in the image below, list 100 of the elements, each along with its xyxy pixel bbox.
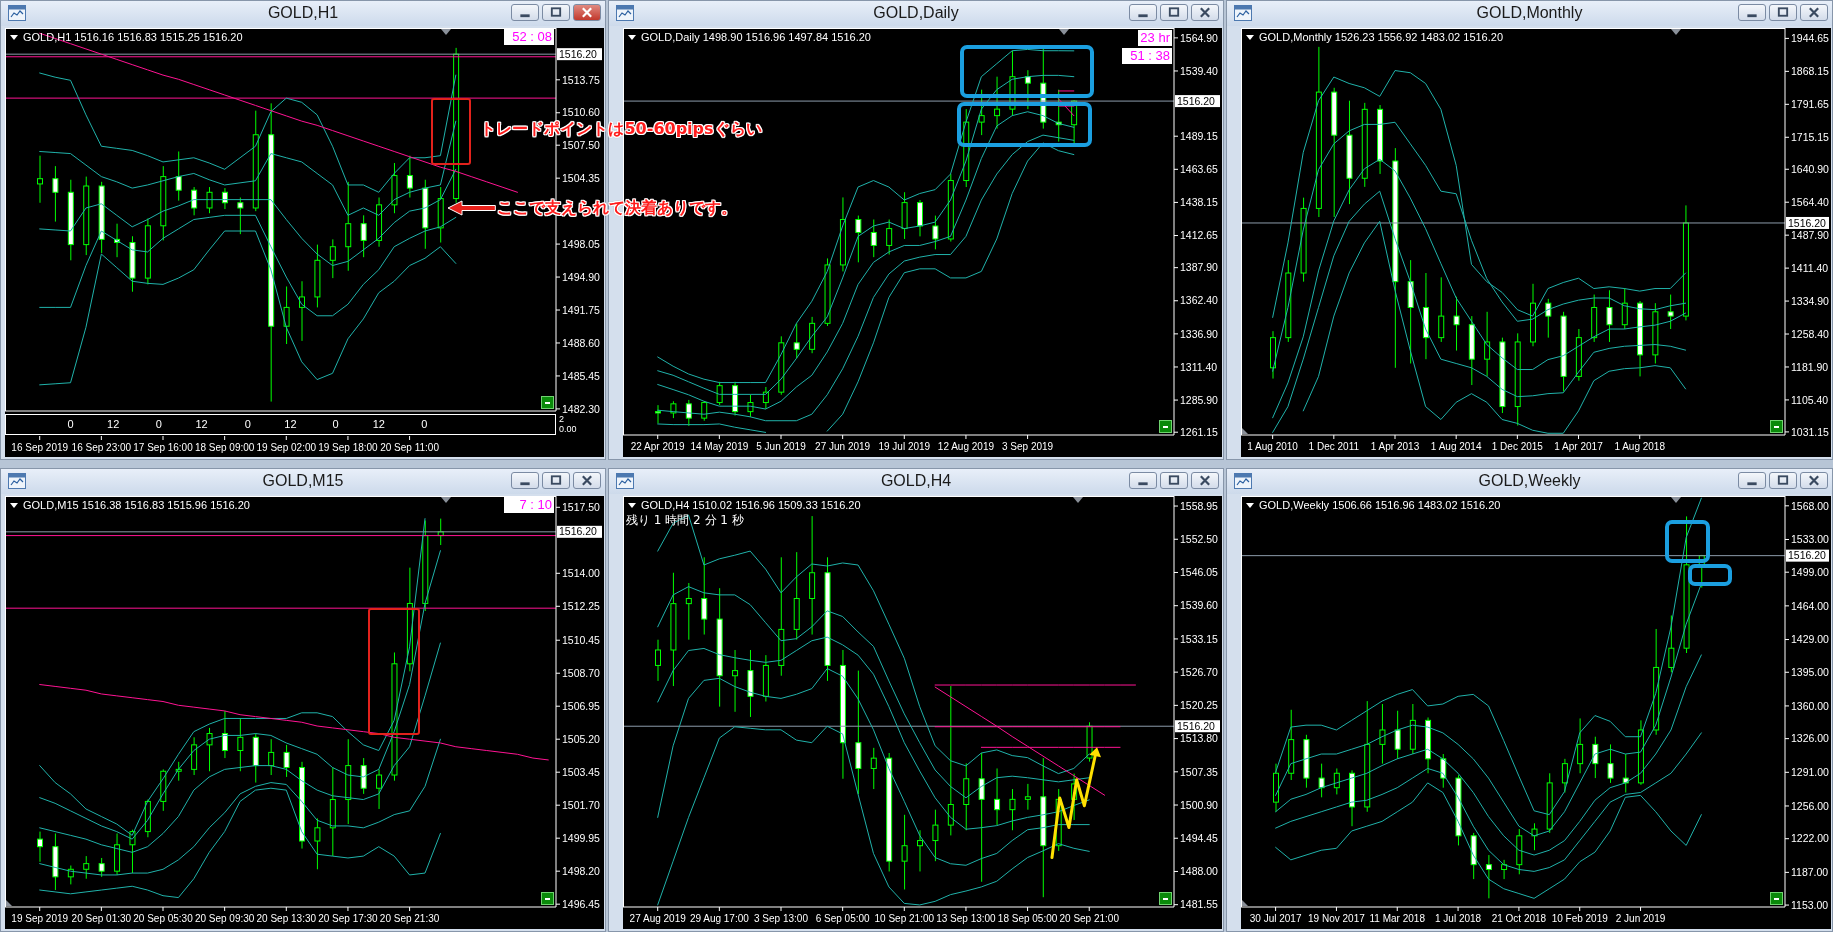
line-series: [657, 586, 1090, 799]
ref-line-label: 1516.20: [1788, 216, 1827, 229]
y-tick-label: 1539.40: [1180, 64, 1219, 77]
candlestick: [870, 747, 877, 790]
x-tick-label: 13 Sep 13:00: [936, 913, 997, 924]
x-tick-label: 30 Jul 2017: [1249, 913, 1302, 924]
y-tick-label: 1481.55: [1180, 898, 1219, 911]
candlestick: [406, 155, 413, 199]
x-tick-label: 19 Jul 2019: [878, 441, 931, 452]
candlestick: [1592, 736, 1599, 779]
text: 0: [332, 418, 339, 430]
y-tick-label: 1568.00: [1791, 499, 1830, 512]
x-tick-label: 20 Sep 17:30: [318, 913, 379, 924]
y-tick-label: 1031.15: [1791, 425, 1830, 438]
y-tick-label: 1222.00: [1791, 832, 1830, 845]
y-tick-label: 1868.15: [1791, 65, 1830, 78]
candlestick: [932, 809, 939, 862]
x-tick-label: 2 Jun 2019: [1615, 913, 1666, 924]
annotation: 51 : 38: [1122, 48, 1172, 64]
annotation: 残り 1 時間 2 分 1 秒: [626, 513, 744, 527]
candlestick: [793, 322, 800, 359]
candlestick: [886, 218, 893, 256]
x-tick-label: 20 Sep 13:30: [256, 913, 317, 924]
x-tick-label: 11 Mar 2018: [1369, 913, 1426, 924]
candlestick: [901, 814, 908, 890]
line-series: [1302, 220, 1687, 434]
x-tick-label: 1 Aug 2018: [1614, 441, 1666, 452]
y-tick-label: 1533.00: [1791, 533, 1830, 546]
y-tick-label: 1504.35: [562, 171, 601, 184]
y-tick-label: 1285.90: [1180, 393, 1219, 406]
candlestick: [1667, 294, 1674, 330]
candlestick: [685, 582, 692, 641]
candlestick: [52, 165, 59, 223]
y-tick-label: 1507.35: [1180, 765, 1219, 778]
line-series: [657, 668, 1090, 866]
candlestick: [175, 150, 182, 202]
x-tick-label: 18 Sep 05:00: [997, 913, 1058, 924]
candlestick: [932, 215, 939, 250]
candlestick: [376, 768, 383, 810]
text: 12: [284, 418, 297, 430]
y-tick-label: 1564.40: [1791, 195, 1830, 208]
candlestick: [1622, 753, 1629, 794]
candlestick: [1577, 717, 1584, 774]
line-series: [39, 684, 549, 761]
y-tick-label: 1153.00: [1791, 898, 1829, 911]
candlestick: [655, 639, 661, 682]
y-tick-label: 1546.05: [1180, 566, 1219, 579]
candlestick: [1379, 703, 1386, 765]
x-tick-label: 3 Sep 13:00: [754, 913, 809, 924]
candlestick: [360, 214, 367, 258]
candlestick: [1438, 276, 1445, 343]
candlestick: [237, 197, 244, 235]
y-tick-label: 1482.30: [562, 402, 601, 415]
y-tick-label: 1429.00: [1791, 633, 1830, 646]
ref-line-label: 1516.20: [1788, 549, 1827, 562]
y-tick-label: 1494.45: [1180, 831, 1219, 844]
y-tick-label: 1411.40: [1791, 261, 1829, 274]
y-tick-label: 1499.95: [562, 831, 601, 844]
candlestick: [978, 752, 985, 883]
y-tick-label: 1640.90: [1791, 162, 1830, 175]
chart-title: GOLD,M15: [262, 472, 344, 490]
x-tick-label: 16 Sep 2019: [11, 442, 69, 453]
candlestick: [98, 857, 105, 878]
y-tick-label: 1498.05: [562, 237, 601, 250]
y-tick-label: 1558.95: [1180, 499, 1219, 512]
y-tick-label: 1336.90: [1180, 327, 1219, 340]
annotation: 7 : 10: [504, 497, 554, 513]
y-tick-label: 1487.90: [1791, 228, 1830, 241]
x-tick-label: 27 Aug 2019: [629, 913, 687, 924]
y-tick-label: 1489.15: [1180, 129, 1219, 142]
chart-subtitle: GOLD,Weekly 1506.66 1516.96 1483.02 1516.20: [1259, 499, 1501, 511]
x-tick-label: 10 Feb 2019: [1551, 913, 1609, 924]
y-tick-label: 1256.00: [1791, 799, 1830, 812]
candlestick: [732, 649, 739, 713]
line-series: [39, 230, 457, 386]
y-tick-label: 1258.40: [1791, 327, 1830, 340]
candlestick: [360, 757, 367, 795]
x-tick-label: 20 Sep 09:30: [194, 913, 255, 924]
candlestick: [283, 285, 290, 345]
text: 0: [421, 418, 428, 430]
candlestick: [870, 218, 877, 258]
candlestick: [206, 186, 213, 214]
x-tick-label: 1 Dec 2015: [1491, 441, 1544, 452]
y-tick-label: 1503.45: [562, 765, 601, 778]
y-tick-label: 1494.90: [562, 270, 601, 283]
y-tick-label: 1514.00: [562, 567, 601, 580]
candlestick: [1668, 614, 1675, 673]
candlestick: [206, 727, 213, 772]
candlestick: [855, 215, 862, 263]
x-tick-label: 19 Sep 2019: [11, 913, 69, 924]
x-tick-label: 1 Aug 2010: [1247, 441, 1299, 452]
candlestick: [37, 831, 43, 863]
y-tick-label: 1395.00: [1791, 665, 1830, 678]
y-tick-label: 1564.90: [1180, 31, 1219, 44]
y-tick-label: 1105.40: [1791, 393, 1829, 406]
candlestick: [917, 829, 923, 872]
candlestick: [994, 767, 1001, 826]
candlestick: [329, 238, 336, 279]
candlestick: [191, 186, 198, 216]
candlestick: [762, 386, 769, 410]
